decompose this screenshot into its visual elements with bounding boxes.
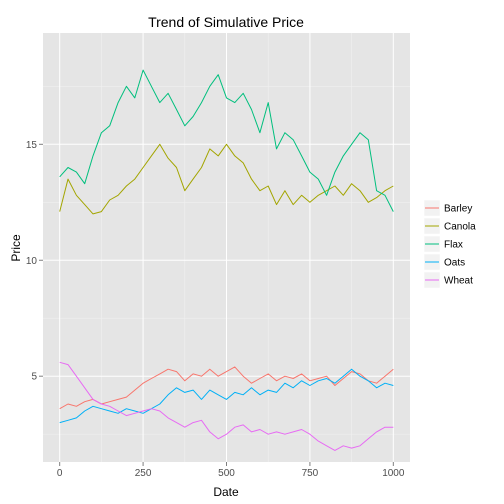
x-axis-title: Date: [213, 485, 239, 499]
series-line-oats: [59, 368, 394, 424]
x-tick-label: 500: [218, 468, 235, 479]
y-tick-label: 5: [31, 372, 37, 383]
x-tick-label: 250: [135, 468, 152, 479]
legend-label-oats: Oats: [444, 258, 465, 269]
legend-label-barley: Barley: [444, 204, 472, 215]
chart-title: Trend of Simulative Price: [148, 14, 304, 30]
series-line-canola: [59, 143, 394, 215]
x-tick-label: 1000: [382, 468, 405, 479]
y-tick-label: 15: [26, 140, 38, 151]
legend-label-wheat: Wheat: [444, 276, 473, 287]
series-line-wheat: [59, 361, 394, 451]
x-tick-label: 0: [57, 468, 63, 479]
series-lines: [59, 69, 394, 451]
series-line-barley: [59, 366, 394, 410]
y-axis: 5 10 15: [26, 140, 43, 383]
x-tick-label: 750: [302, 468, 319, 479]
y-tick-label: 10: [26, 256, 38, 267]
plot-panel: [43, 33, 410, 462]
series-line-flax: [59, 69, 394, 212]
x-axis: 0 250 500 750 1000: [57, 462, 405, 479]
legend-label-flax: Flax: [444, 240, 463, 251]
legend-label-canola: Canola: [444, 222, 476, 233]
y-axis-title: Price: [9, 234, 23, 262]
legend: Barley Canola Flax Oats Wheat: [423, 199, 476, 289]
